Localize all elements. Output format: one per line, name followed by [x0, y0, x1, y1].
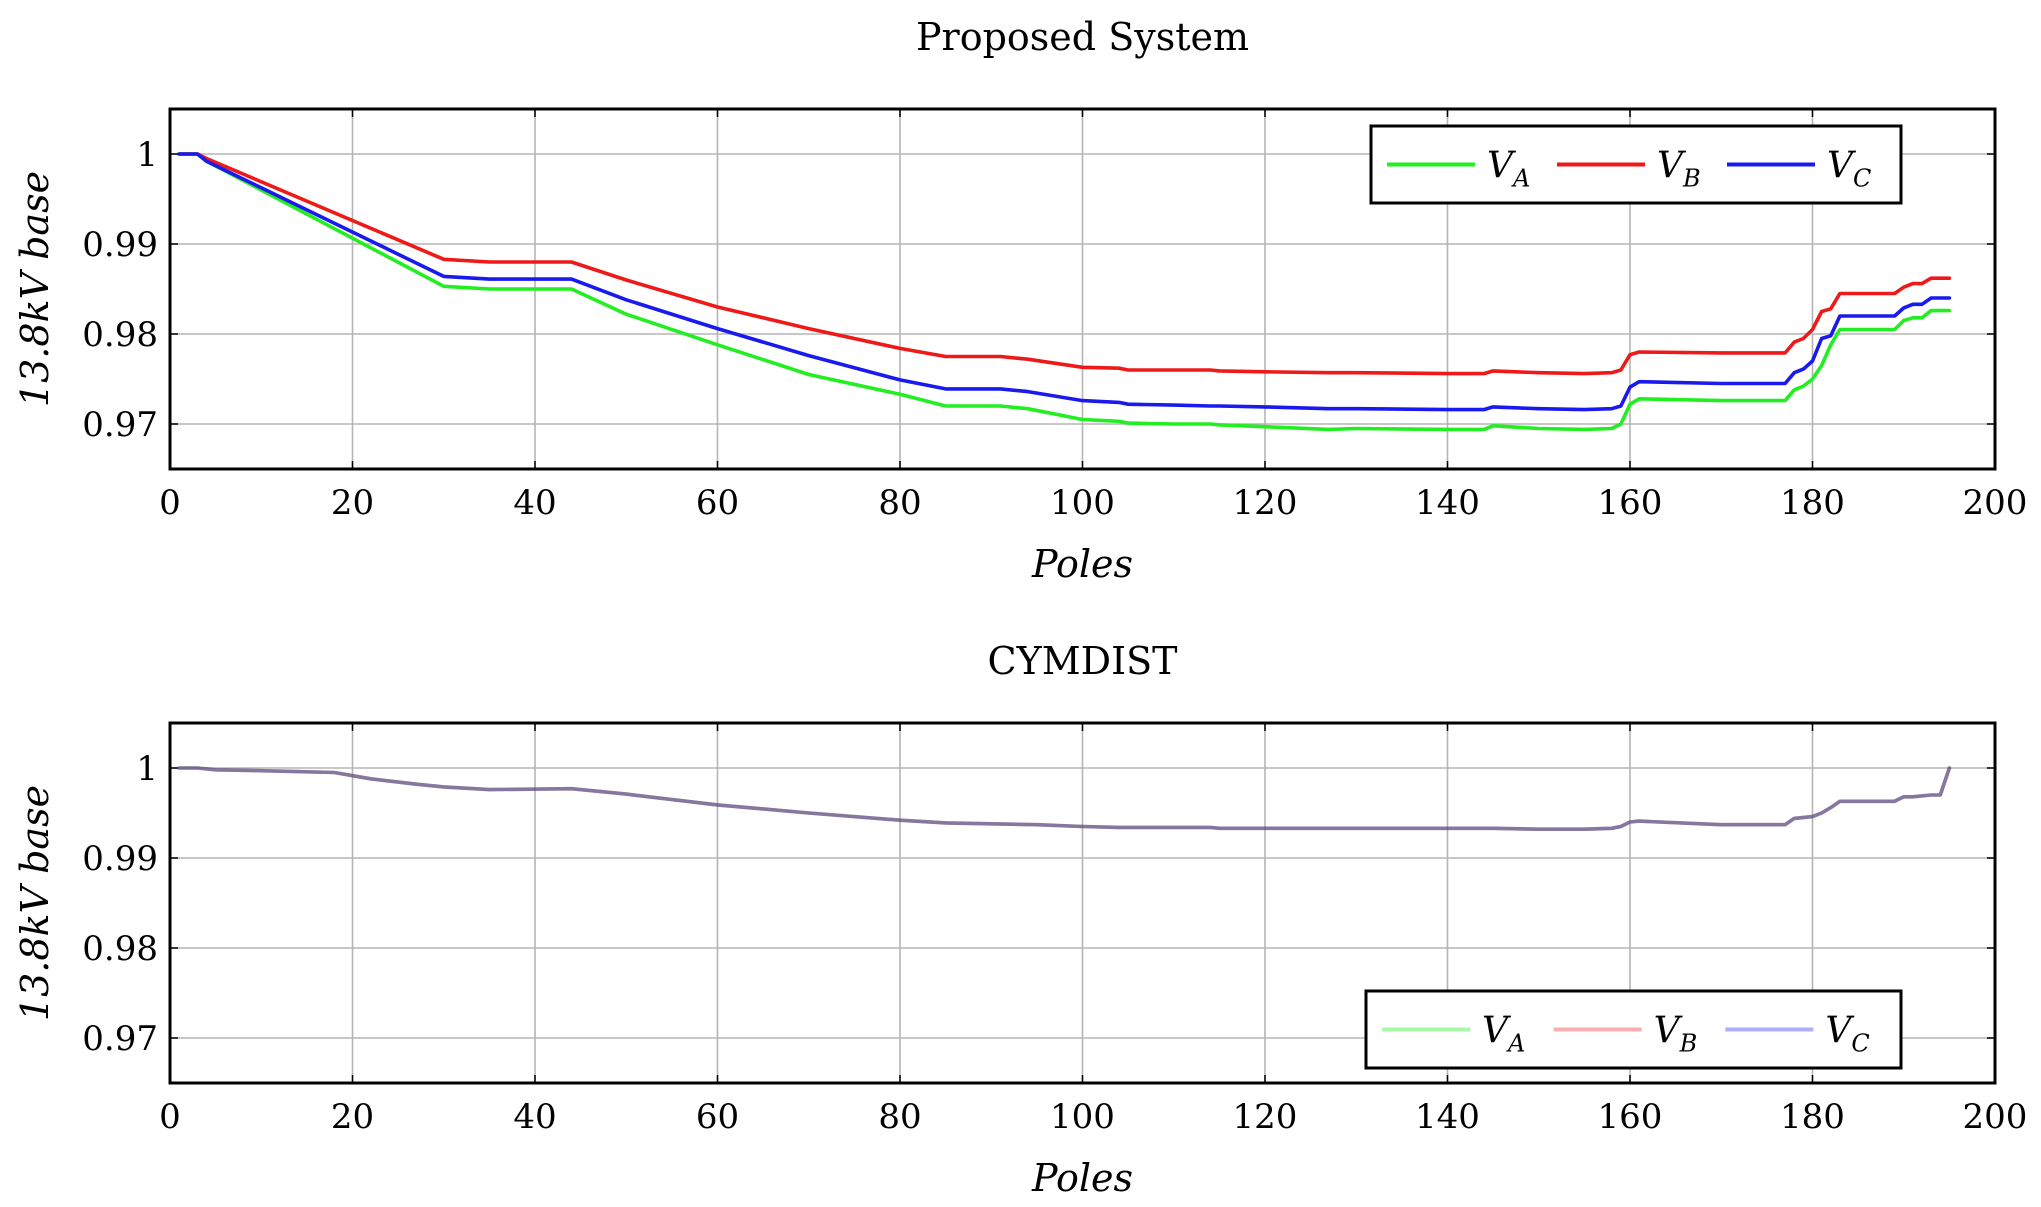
x-axis-label: Poles: [1031, 542, 1133, 586]
legend-subscript: A: [1511, 165, 1530, 193]
series-line-b: [177, 766, 1952, 832]
y-tick-label: 1: [136, 749, 158, 789]
legend: VA VB VC: [1364, 989, 1903, 1070]
x-tick-label: 80: [878, 483, 921, 523]
legend-subscript: C: [1853, 165, 1871, 193]
y-axis-label: 13.8kV base: [13, 171, 57, 407]
x-tick-label: 40: [513, 1097, 556, 1137]
y-axis-label: 13.8kV base: [13, 785, 57, 1021]
x-tick-label: 120: [1233, 483, 1298, 523]
series-line-c: [177, 152, 1952, 412]
x-tick-label: 0: [159, 483, 181, 523]
y-tick-label: 1: [136, 135, 158, 175]
legend: VA VB VC: [1369, 124, 1903, 205]
y-tick-label: 0.98: [82, 929, 158, 969]
x-tick-label: 180: [1780, 1097, 1845, 1137]
x-tick-label: 0: [159, 1097, 181, 1137]
x-tick-label: 20: [331, 483, 374, 523]
y-tick-label: 0.97: [82, 1019, 158, 1059]
legend-label-b: VB: [1654, 1011, 1698, 1058]
x-tick-label: 120: [1233, 1097, 1298, 1137]
legend-label-a: VA: [1482, 1011, 1525, 1058]
x-tick-label: 160: [1598, 483, 1663, 523]
x-axis-label: Poles: [1031, 1156, 1133, 1200]
x-tick-label: 20: [331, 1097, 374, 1137]
legend-subscript: B: [1682, 165, 1701, 193]
x-tick-label: 200: [1963, 1097, 2028, 1137]
x-tick-label: 140: [1415, 483, 1480, 523]
chart-title: Proposed System: [916, 15, 1249, 59]
x-tick-label: 40: [513, 483, 556, 523]
y-tick-label: 0.99: [82, 839, 158, 879]
legend-subscript: B: [1679, 1030, 1698, 1058]
x-tick-label: 100: [1050, 483, 1115, 523]
legend-subscript: A: [1506, 1030, 1525, 1058]
y-tick-label: 0.99: [82, 225, 158, 265]
chart-title: CYMDIST: [988, 639, 1178, 683]
series-line-a: [177, 152, 1952, 432]
x-tick-label: 180: [1780, 483, 1845, 523]
x-tick-label: 160: [1598, 1097, 1663, 1137]
legend-subscript: C: [1851, 1030, 1869, 1058]
x-tick-label: 100: [1050, 1097, 1115, 1137]
chart-cymdist: CYMDIST 0 20 40 60 80 100 120 140 160 180 200 0.97 0.…: [13, 639, 2027, 1200]
series-line-a: [177, 766, 1952, 832]
legend-box: [1364, 989, 1903, 1070]
x-tick-label: 80: [878, 1097, 921, 1137]
x-tick-label: 140: [1415, 1097, 1480, 1137]
series-line-c: [177, 766, 1952, 832]
series-line-b: [177, 152, 1952, 376]
x-tick-label: 60: [696, 483, 739, 523]
y-tick-label: 0.97: [82, 405, 158, 445]
x-tick-label: 200: [1963, 483, 2028, 523]
chart-proposed: Proposed System 0 20 40 60 80 100 120 140 160 180 2…: [13, 15, 2027, 586]
y-tick-label: 0.98: [82, 315, 158, 355]
x-tick-label: 60: [696, 1097, 739, 1137]
